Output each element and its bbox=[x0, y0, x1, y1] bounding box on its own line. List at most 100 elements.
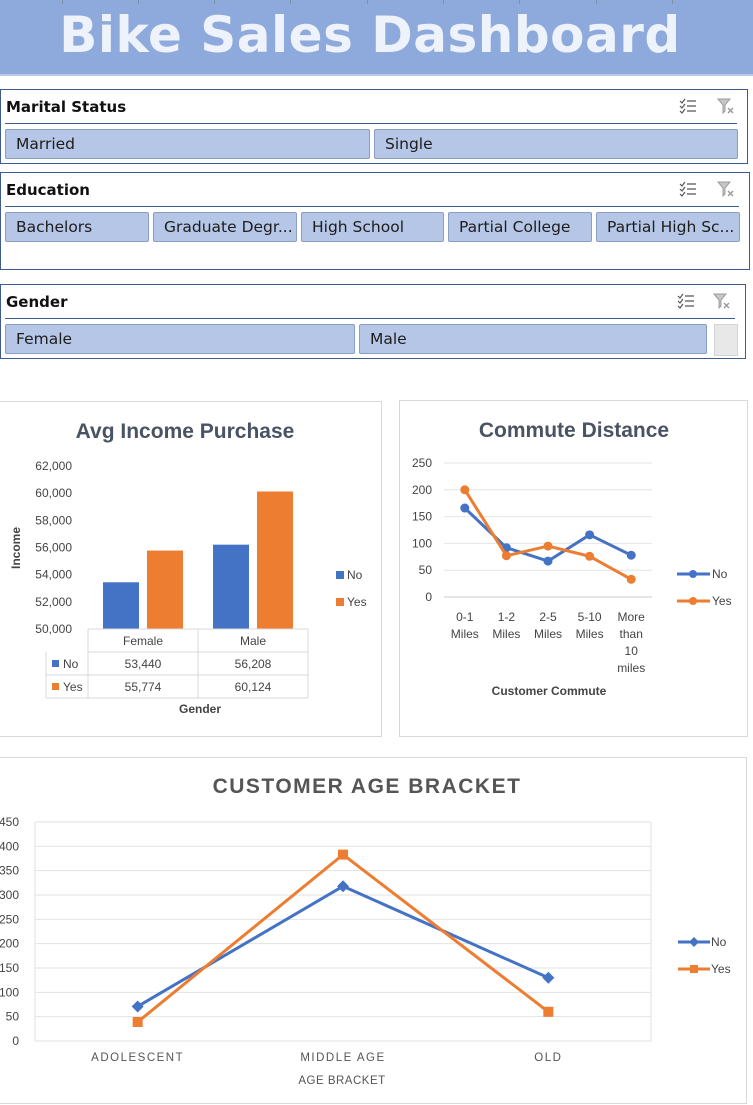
x-axis-title: Customer Commute bbox=[492, 684, 607, 698]
y-tick-label: 60,000 bbox=[35, 486, 72, 500]
slicer-marital-status: Marital Status Married Single bbox=[0, 89, 748, 164]
data-point-no bbox=[626, 550, 636, 560]
slicer-gender: Gender Female Male bbox=[0, 284, 746, 359]
x-tick-label: OLD bbox=[534, 1052, 562, 1064]
series-line-no bbox=[136, 884, 549, 1008]
slicer-item-married[interactable]: Married bbox=[5, 129, 370, 159]
table-cell: 53,440 bbox=[125, 657, 162, 671]
data-point-yes bbox=[460, 485, 470, 495]
x-tick-label: miles bbox=[617, 661, 645, 675]
y-tick-label: 100 bbox=[412, 536, 432, 550]
category-label: Male bbox=[240, 634, 266, 648]
category-label: Female bbox=[123, 634, 163, 648]
slicer-item-partial-college[interactable]: Partial College bbox=[448, 212, 592, 242]
legend-swatch bbox=[336, 571, 344, 579]
x-tick-label: 5-10 bbox=[578, 610, 602, 624]
x-tick-label: Miles bbox=[576, 627, 604, 641]
x-tick-label: than bbox=[620, 627, 643, 641]
data-point-no bbox=[543, 556, 553, 566]
x-tick-label: 2-5 bbox=[539, 610, 557, 624]
title-bar bbox=[0, 0, 753, 76]
chart-commute-panel: Commute Distance 250 200 150 100 50 0 0-1 Mile… bbox=[399, 400, 748, 737]
commute-distance-chart: Commute Distance 250 200 150 100 50 0 0-1 Mile… bbox=[412, 419, 732, 698]
x-tick-label: 1-2 bbox=[498, 610, 516, 624]
clear-filter-icon[interactable] bbox=[717, 98, 735, 114]
dashboard-title: Bike Sales Dashboard bbox=[59, 6, 681, 64]
legend-label: No bbox=[347, 568, 363, 582]
y-tick-label: 300 bbox=[0, 888, 19, 902]
legend-marker bbox=[689, 937, 699, 947]
slicer-item-single[interactable]: Single bbox=[374, 129, 738, 159]
data-point-no bbox=[585, 530, 595, 540]
series-line-yes bbox=[463, 488, 632, 581]
y-axis-title: Income bbox=[9, 527, 23, 569]
table-row-label: Yes bbox=[63, 680, 83, 694]
chart-age-panel: CUSTOMER AGE BRACKET 450 400 350 300 250 200 1… bbox=[0, 757, 747, 1104]
data-point-yes bbox=[501, 551, 511, 561]
customer-age-chart: CUSTOMER AGE BRACKET 450 400 350 300 250 200 1… bbox=[0, 775, 731, 1087]
avg-income-chart: Avg Income Purchase Income 62,000 60,000 5… bbox=[9, 420, 367, 716]
y-tick-label: 54,000 bbox=[35, 568, 72, 582]
chart-title: Commute Distance bbox=[479, 419, 669, 442]
legend-marker bbox=[690, 965, 698, 973]
bar-yes-male bbox=[257, 491, 293, 629]
y-tick-label: 250 bbox=[412, 456, 432, 470]
clear-filter-icon[interactable] bbox=[717, 181, 735, 197]
slicer-title: Education bbox=[6, 181, 90, 199]
multi-select-icon[interactable] bbox=[679, 181, 697, 197]
data-point-yes bbox=[626, 574, 636, 584]
y-tick-label: 250 bbox=[0, 912, 19, 926]
legend-label: Yes bbox=[347, 595, 367, 609]
chart-title: Avg Income Purchase bbox=[76, 420, 295, 443]
table-row-label: No bbox=[63, 657, 79, 671]
x-tick-label: Miles bbox=[534, 627, 562, 641]
legend-label: No bbox=[711, 935, 727, 949]
legend-swatch bbox=[336, 598, 344, 606]
y-tick-label: 450 bbox=[0, 815, 19, 829]
data-point-yes bbox=[338, 849, 348, 860]
x-tick-label: More bbox=[618, 610, 646, 624]
y-tick-label: 200 bbox=[0, 937, 19, 951]
slicer-education: Education Bachelors Graduate Degr... Hig… bbox=[0, 172, 750, 270]
slicer-item-female[interactable]: Female bbox=[5, 324, 355, 354]
y-tick-label: 56,000 bbox=[35, 541, 72, 555]
bar-no-male bbox=[213, 544, 249, 629]
table-cell: 60,124 bbox=[235, 680, 272, 694]
multi-select-icon[interactable] bbox=[677, 293, 695, 309]
x-axis-title: AGE BRACKET bbox=[298, 1075, 385, 1087]
bar-yes-female bbox=[147, 550, 183, 629]
clear-filter-icon[interactable] bbox=[713, 293, 731, 309]
legend-marker bbox=[689, 570, 697, 578]
data-point-yes bbox=[543, 541, 553, 551]
slicer-title: Gender bbox=[6, 293, 68, 311]
slicer-item-male[interactable]: Male bbox=[359, 324, 707, 354]
slicer-item-partial-high-school[interactable]: Partial High Sc... bbox=[596, 212, 740, 242]
data-point-no bbox=[460, 503, 470, 513]
data-point-no bbox=[337, 880, 349, 893]
legend-marker bbox=[689, 597, 697, 605]
legend-label: No bbox=[712, 567, 728, 581]
slicer-item-bachelors[interactable]: Bachelors bbox=[5, 212, 149, 242]
multi-select-icon[interactable] bbox=[679, 98, 697, 114]
y-tick-label: 50 bbox=[419, 563, 433, 577]
y-tick-label: 50 bbox=[6, 1010, 20, 1024]
x-tick-label: Miles bbox=[451, 627, 479, 641]
x-tick-label: ADOLESCENT bbox=[91, 1052, 184, 1064]
y-tick-label: 150 bbox=[412, 510, 432, 524]
y-tick-label: 100 bbox=[0, 985, 19, 999]
legend-key bbox=[52, 660, 59, 667]
y-tick-label: 0 bbox=[425, 590, 432, 604]
data-point-yes bbox=[132, 1017, 143, 1028]
table-cell: 55,774 bbox=[125, 680, 162, 694]
y-tick-label: 62,000 bbox=[35, 459, 72, 473]
slicer-item-graduate-degree[interactable]: Graduate Degr... bbox=[153, 212, 297, 242]
slicer-item-high-school[interactable]: High School bbox=[301, 212, 444, 242]
y-tick-label: 400 bbox=[0, 839, 19, 853]
legend-label: Yes bbox=[712, 594, 732, 608]
y-tick-label: 58,000 bbox=[35, 513, 72, 527]
chart-avg-income-panel: Avg Income Purchase Income 62,000 60,000 5… bbox=[0, 401, 382, 737]
y-tick-label: 52,000 bbox=[35, 595, 72, 609]
data-point-no bbox=[131, 1000, 144, 1013]
slicer-scrollbar[interactable] bbox=[714, 324, 738, 356]
x-tick-label: 0-1 bbox=[456, 610, 474, 624]
